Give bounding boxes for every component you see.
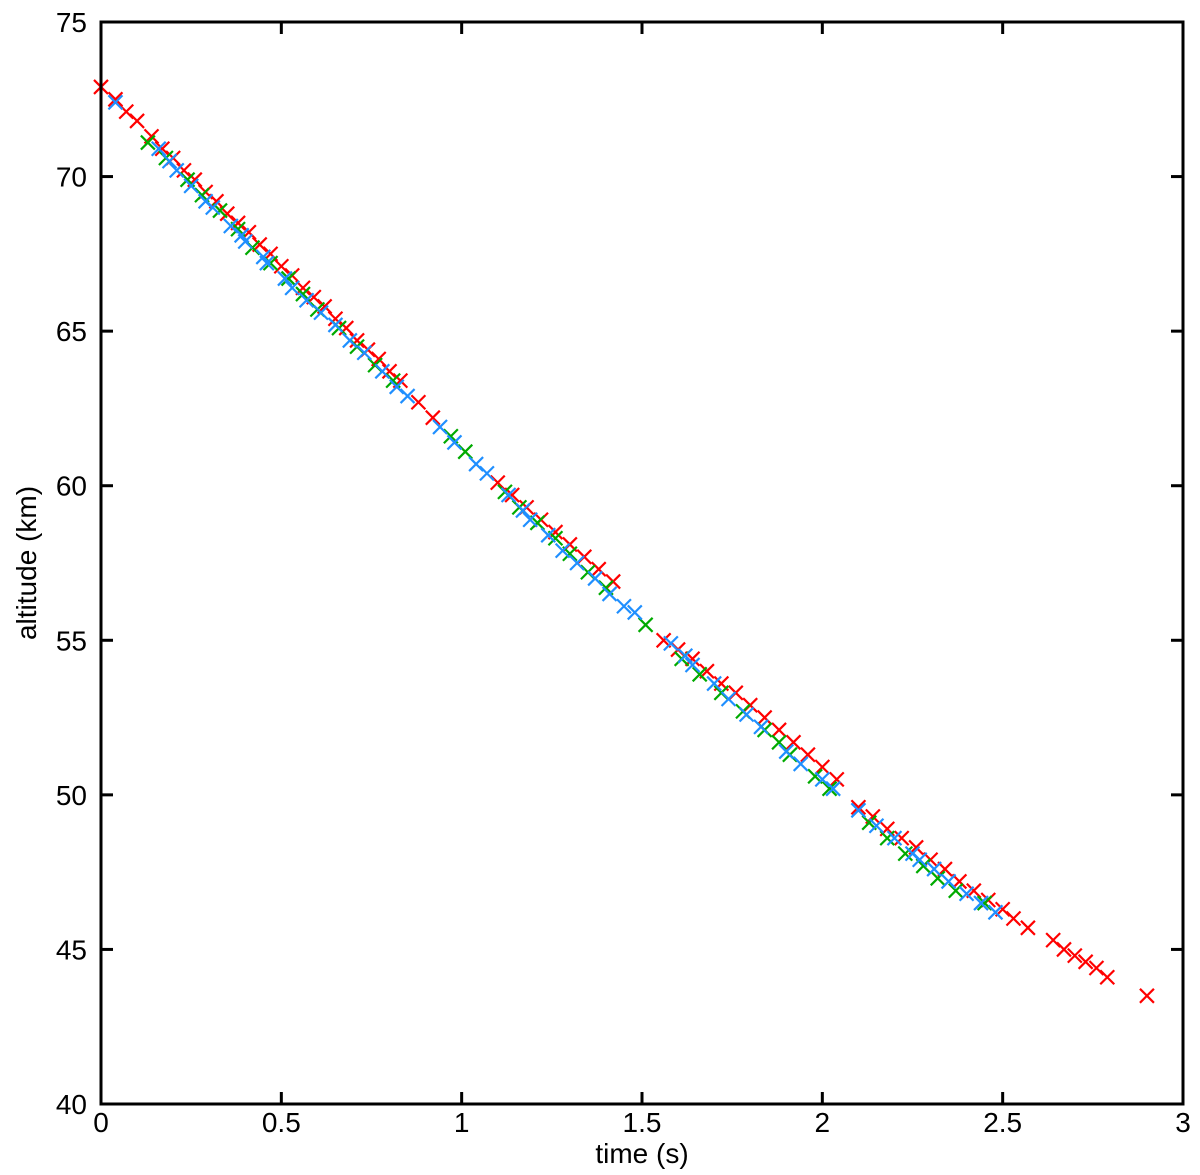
data-point [500, 487, 517, 503]
data-point [850, 802, 867, 819]
data-point [161, 153, 178, 169]
data-point [821, 780, 838, 797]
y-tick-label: 75 [56, 7, 87, 38]
data-point [399, 388, 416, 404]
y-tick-label: 40 [56, 1089, 87, 1120]
data-point [515, 502, 531, 519]
data-point [958, 886, 975, 902]
data-point [327, 317, 344, 333]
data-point [753, 719, 769, 735]
data-point [987, 904, 1004, 921]
series-0 [93, 79, 1155, 1004]
data-point [792, 756, 809, 772]
data-point [627, 604, 643, 621]
data-point [1056, 941, 1072, 958]
data-point [893, 830, 910, 846]
plot-frame [99, 20, 1185, 1106]
x-tick-label: 0 [93, 1107, 109, 1138]
data-point [778, 743, 795, 760]
series-2 [107, 94, 1004, 921]
y-tick-label: 55 [56, 625, 87, 656]
data-point [850, 799, 867, 816]
data-point [771, 722, 787, 738]
data-point [590, 561, 607, 577]
data-point [948, 882, 964, 899]
data-point [342, 332, 358, 349]
data-point [569, 555, 585, 571]
data-point [601, 586, 618, 602]
data-point [205, 199, 221, 216]
data-point [691, 666, 708, 683]
data-point [374, 363, 391, 380]
x-axis-label: time (s) [595, 1138, 688, 1169]
data-point [183, 178, 199, 194]
data-point [756, 709, 773, 726]
data-point [886, 830, 903, 846]
data-point [825, 780, 841, 797]
data-point [677, 647, 694, 664]
y-axis-label: altitude (km) [11, 486, 42, 640]
data-point [540, 527, 557, 543]
y-tick-labels: 40 45 50 55 60 65 70 75 [56, 7, 87, 1120]
data-point [1067, 947, 1083, 964]
y-tick-label: 45 [56, 934, 87, 965]
data-point [313, 304, 329, 321]
data-point [684, 657, 701, 673]
data-point [720, 691, 737, 707]
data-point [926, 861, 942, 877]
x-tick-label: 2.5 [983, 1107, 1022, 1138]
data-point [298, 292, 315, 309]
data-point [929, 870, 946, 887]
data-point [814, 759, 831, 775]
data-point [479, 465, 495, 482]
data-point [738, 706, 755, 723]
data-point [432, 419, 448, 435]
data-point [237, 233, 254, 250]
data-point [522, 511, 538, 528]
data-point [1077, 954, 1094, 970]
data-point [446, 434, 463, 451]
data-point [1005, 910, 1022, 927]
x-tick-label: 2 [815, 1107, 831, 1138]
data-point [897, 845, 914, 862]
y-tick-label: 65 [56, 316, 87, 347]
y-tick-label: 60 [56, 471, 87, 502]
x-tick-label: 0.5 [262, 1107, 301, 1138]
data-point [663, 635, 679, 652]
plot-marks [93, 79, 1155, 1004]
data-point [1139, 988, 1155, 1004]
data-point [940, 873, 957, 890]
data-point [828, 771, 845, 788]
data-point [277, 270, 293, 287]
x-tick-label: 1 [454, 1107, 470, 1138]
data-point [168, 162, 185, 179]
data-point [140, 134, 156, 151]
data-point [587, 570, 603, 587]
data-point [973, 895, 989, 911]
y-tick-label: 50 [56, 780, 87, 811]
data-point [1099, 969, 1116, 986]
data-point [425, 409, 441, 426]
x-tick-labels: 0 0.5 1 1.5 2 2.5 3 [93, 1107, 1191, 1138]
data-point [284, 280, 300, 296]
data-point [616, 598, 632, 615]
data-point [356, 345, 373, 361]
x-tick-label: 1.5 [623, 1107, 662, 1138]
data-point [259, 255, 275, 271]
axis-ticks [99, 20, 1185, 1106]
data-point [107, 94, 124, 111]
x-tick-label: 3 [1175, 1107, 1191, 1138]
data-point [280, 270, 297, 287]
data-point [706, 675, 722, 692]
data-point [129, 113, 145, 129]
data-point [1020, 920, 1036, 936]
data-point [554, 542, 571, 559]
data-point [785, 734, 802, 751]
data-point [868, 817, 885, 834]
y-tick-label: 70 [56, 162, 87, 193]
data-point [410, 394, 427, 411]
data-point [911, 851, 928, 868]
data-point [800, 746, 816, 763]
